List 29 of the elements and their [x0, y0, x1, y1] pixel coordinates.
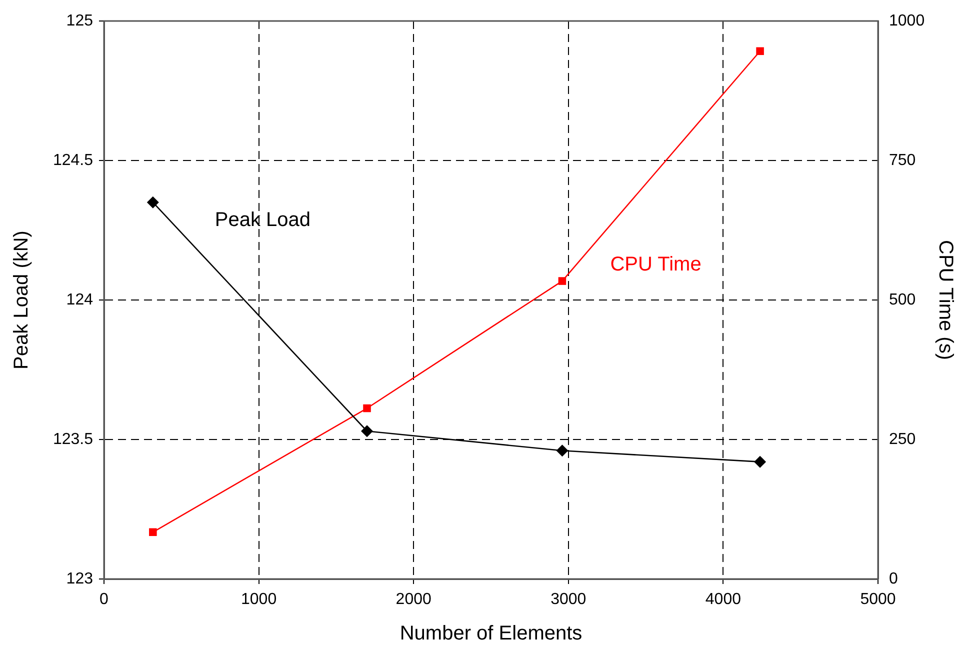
y2-tick-label: 750: [889, 152, 916, 169]
point: [363, 404, 371, 412]
x-tick-label: 4000: [705, 591, 742, 608]
x-tick-label: 0: [100, 591, 109, 608]
point: [556, 444, 568, 457]
point: [361, 425, 374, 438]
point: [146, 196, 159, 208]
x-tick-label: 3000: [550, 591, 586, 608]
y-tick-label: 124: [66, 291, 94, 308]
point: [149, 528, 157, 536]
y-tick-label: 123: [66, 570, 94, 588]
x-tick-label: 1000: [241, 591, 277, 608]
y2-axis-title: CPU Time (s): [934, 240, 956, 360]
x-axis-title: Number of Elements: [400, 622, 582, 645]
y2-tick-label: 500: [889, 291, 916, 308]
y-axis-title: Peak Load (kN): [10, 230, 33, 370]
series-label: CPU Time: [610, 254, 702, 276]
y2-tick-label: 0: [889, 570, 898, 588]
series-label: Peak Load: [214, 208, 311, 231]
y-tick-label: 123.5: [52, 430, 94, 448]
x-tick-label: 2000: [396, 591, 432, 608]
y2-tick-label: 1000: [889, 12, 925, 30]
y-tick-label: 124.5: [52, 152, 94, 169]
y2-tick-label: 250: [889, 430, 916, 448]
x-tick-label: 5000: [860, 591, 896, 608]
y-tick-label: 125: [66, 12, 94, 30]
point: [558, 277, 566, 285]
point: [754, 456, 766, 468]
point: [756, 47, 764, 56]
